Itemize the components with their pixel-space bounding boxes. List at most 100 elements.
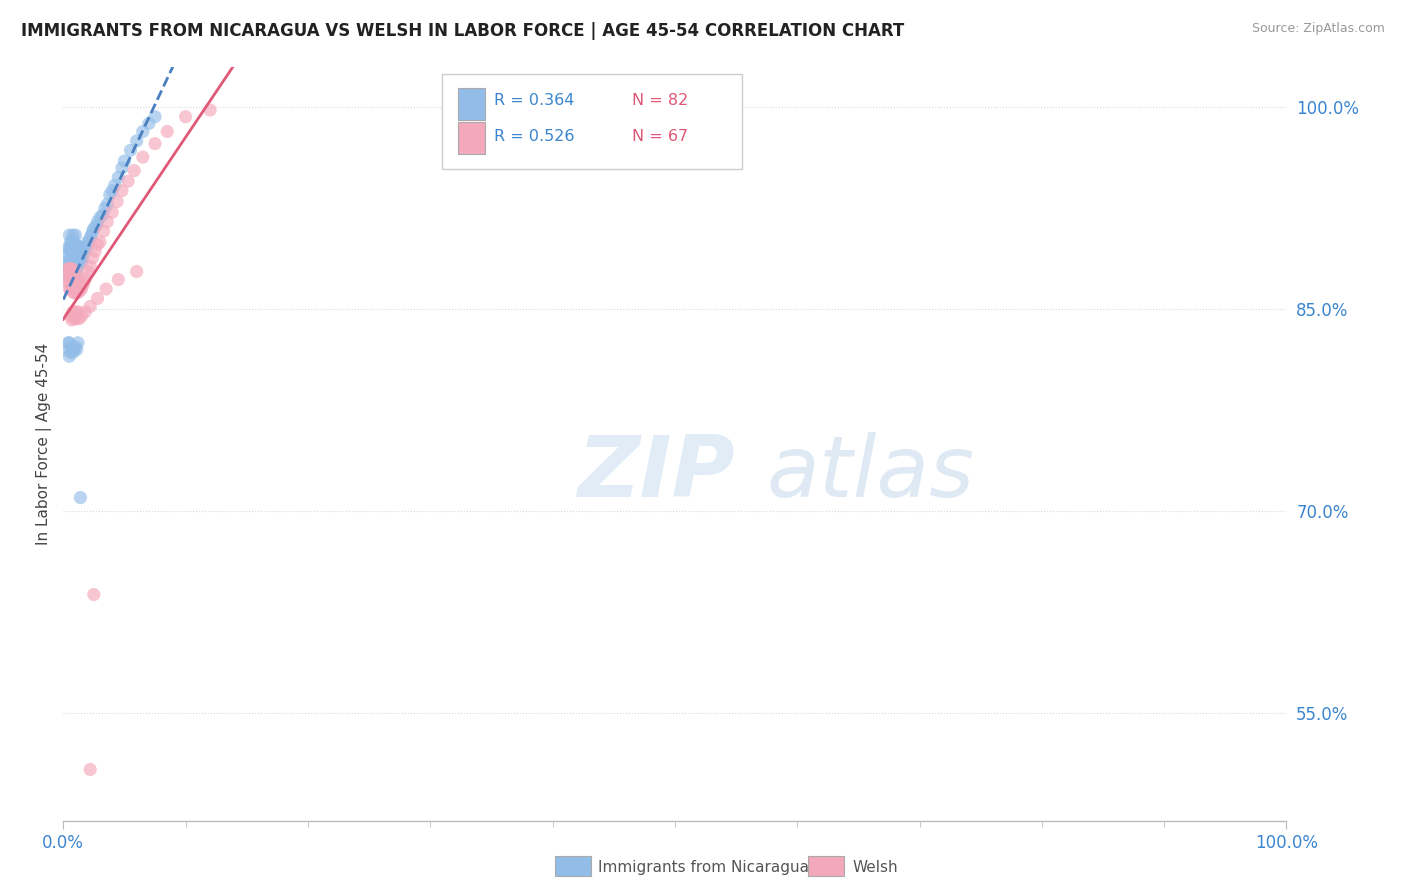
Point (143, 136, 166, 151)
Y-axis label: In Labor Force | Age 45-54: In Labor Force | Age 45-54 (37, 343, 52, 545)
Point (65, 305, 87, 319)
Point (66, 305, 89, 319)
Point (79, 763, 101, 777)
Point (63, 275, 86, 289)
Point (76, 242, 98, 256)
Point (67, 311, 90, 326)
Point (73, 275, 96, 289)
Point (56, 261, 79, 276)
Point (122, 163, 145, 178)
Point (58, 349, 80, 363)
Point (62, 239, 84, 253)
Point (94, 282, 117, 296)
Point (66, 343, 89, 357)
Point (67, 255, 90, 269)
Point (75, 242, 97, 256)
Point (56, 335, 79, 350)
Point (60, 255, 83, 269)
Point (65, 228, 87, 243)
Point (125, 134, 148, 148)
Point (60, 244, 83, 259)
Point (91, 208, 114, 222)
Text: Welsh: Welsh (852, 860, 897, 874)
Point (69, 242, 91, 256)
Point (66, 286, 89, 301)
Point (62, 264, 84, 278)
Point (83, 221, 105, 235)
Point (132, 124, 155, 138)
Point (82, 224, 104, 238)
Point (96, 197, 118, 211)
Point (56, 272, 79, 286)
Text: atlas: atlas (766, 433, 974, 516)
Point (79, 300, 101, 314)
Point (132, 150, 155, 164)
Point (143, 110, 166, 124)
Point (70, 309, 93, 323)
Point (62, 274, 84, 288)
Point (62, 285, 84, 299)
Point (107, 272, 129, 286)
Point (65, 340, 87, 354)
Point (56, 343, 79, 357)
Bar (458, 88, 485, 120)
Point (58, 282, 80, 296)
Point (83, 588, 105, 602)
Point (59, 242, 82, 256)
Point (120, 144, 142, 158)
Point (86, 292, 108, 306)
Point (72, 240, 94, 254)
Point (63, 311, 86, 326)
Point (70, 244, 93, 259)
Point (56, 255, 79, 269)
Point (65, 274, 87, 288)
Point (79, 231, 101, 245)
Point (111, 161, 134, 175)
Point (59, 309, 82, 323)
Text: Immigrants from Nicaragua: Immigrants from Nicaragua (598, 860, 808, 874)
Point (63, 264, 86, 278)
Point (76, 264, 98, 278)
Point (70, 282, 93, 296)
Point (56, 275, 79, 289)
Point (65, 264, 87, 278)
Point (69, 277, 91, 292)
Text: R = 0.526: R = 0.526 (494, 128, 574, 144)
Point (56, 248, 79, 262)
Text: N = 67: N = 67 (633, 128, 688, 144)
Text: N = 82: N = 82 (633, 94, 689, 108)
Point (58, 268, 80, 283)
Point (72, 277, 94, 292)
Point (60, 313, 83, 327)
Point (67, 275, 90, 289)
Point (84, 244, 107, 259)
Point (56, 242, 79, 256)
Point (59, 251, 82, 265)
Point (62, 345, 84, 359)
Point (79, 259, 101, 273)
Point (111, 184, 134, 198)
Point (66, 259, 89, 273)
Point (58, 261, 80, 276)
Point (107, 170, 129, 185)
FancyBboxPatch shape (443, 74, 742, 169)
Point (58, 228, 80, 243)
Point (98, 187, 121, 202)
Point (117, 174, 139, 188)
Point (60, 261, 83, 276)
Point (59, 235, 82, 249)
Point (65, 264, 87, 278)
Point (62, 305, 84, 319)
Point (80, 228, 103, 243)
Point (76, 235, 98, 249)
Point (89, 235, 111, 249)
Point (66, 252, 89, 267)
Point (84, 219, 107, 233)
Point (58, 255, 80, 269)
Point (66, 250, 89, 264)
Point (101, 184, 124, 198)
Point (60, 235, 83, 249)
Point (75, 271, 97, 285)
Point (56, 261, 79, 276)
Point (105, 194, 128, 209)
